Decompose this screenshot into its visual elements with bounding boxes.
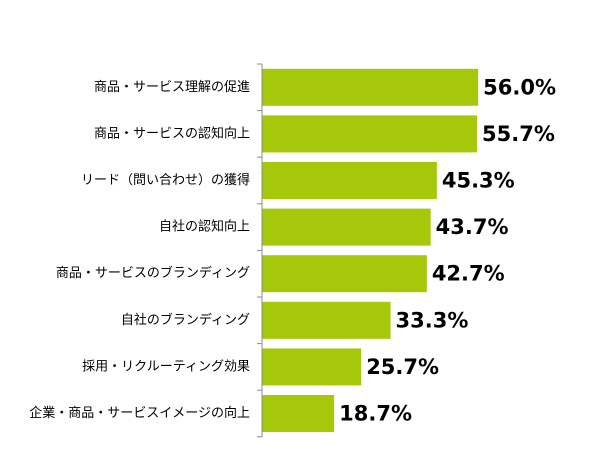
value-label: 55.7% <box>482 122 555 146</box>
bar <box>262 162 437 199</box>
bar <box>262 255 427 293</box>
category-label: リード（問い合わせ）の獲得 <box>81 172 250 188</box>
axis-ticks <box>257 63 262 438</box>
category-label: 商品・サービス理解の促進 <box>94 80 250 95</box>
category-label: 企業・商品・サービスイメージの向上 <box>29 405 250 421</box>
value-label: 56.0% <box>483 75 556 99</box>
category-label: 商品・サービスのブランディング <box>56 265 250 281</box>
value-labels: 56.0% 55.7% 45.3% 43.7% 42.7% 33.3% 25.7% 18.7% <box>339 75 556 425</box>
value-label: 33.3% <box>396 308 469 332</box>
value-label: 42.7% <box>432 262 505 286</box>
bar <box>262 301 391 339</box>
category-labels: 商品・サービス理解の促進商品・サービスの認知向上リード（問い合わせ）の獲得自社の… <box>29 80 250 421</box>
bar <box>262 115 478 153</box>
category-label: 自社のブランディング <box>121 312 250 328</box>
value-label: 43.7% <box>436 215 509 239</box>
bar <box>262 208 431 246</box>
bar <box>262 348 362 386</box>
bar <box>262 68 479 106</box>
category-label: 商品・サービスの認知向上 <box>94 125 250 141</box>
category-label: 自社の認知向上 <box>159 219 250 235</box>
value-label: 45.3% <box>442 169 515 193</box>
value-label: 18.7% <box>339 402 412 426</box>
value-label: 25.7% <box>366 355 439 379</box>
category-label: 採用・リクルーティング効果 <box>82 359 250 374</box>
bar <box>262 395 335 432</box>
bars <box>262 68 479 432</box>
